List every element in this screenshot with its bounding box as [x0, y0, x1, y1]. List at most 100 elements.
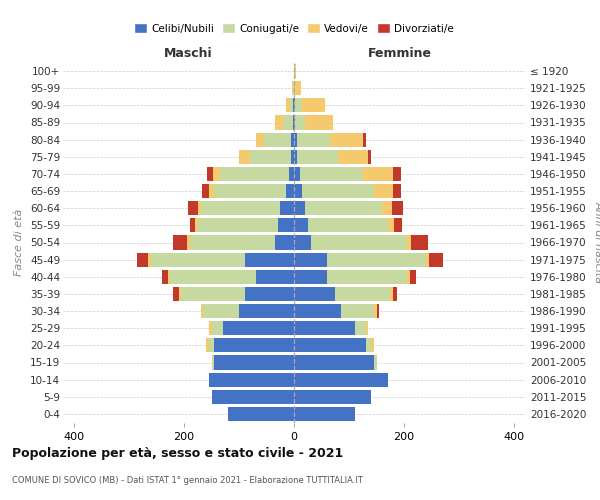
Bar — [293, 98, 294, 112]
Bar — [202, 184, 209, 198]
Bar — [206, 338, 209, 352]
Bar — [286, 184, 294, 198]
Bar — [294, 98, 295, 112]
Bar — [294, 252, 327, 266]
Bar — [291, 150, 294, 164]
Text: COMUNE DI SOVICO (MB) - Dati ISTAT 1° gennaio 2021 - Elaborazione TUTTITALIA.IT: COMUNE DI SOVICO (MB) - Dati ISTAT 1° ge… — [12, 476, 363, 485]
Bar — [341, 304, 374, 318]
Bar — [394, 218, 403, 232]
Bar — [286, 98, 290, 112]
Bar — [137, 252, 148, 266]
Text: Popolazione per età, sesso e stato civile - 2021: Popolazione per età, sesso e stato civil… — [12, 448, 343, 460]
Bar — [377, 304, 379, 318]
Bar — [382, 201, 392, 215]
Bar — [213, 167, 220, 181]
Bar — [239, 150, 250, 164]
Bar — [374, 304, 377, 318]
Bar — [293, 81, 294, 95]
Bar — [167, 270, 170, 284]
Bar — [294, 184, 302, 198]
Bar — [245, 252, 294, 266]
Bar — [228, 407, 294, 421]
Bar — [355, 321, 365, 335]
Bar — [294, 201, 305, 215]
Bar — [195, 218, 198, 232]
Bar — [390, 287, 393, 301]
Bar — [277, 218, 294, 232]
Bar — [294, 287, 335, 301]
Bar — [290, 98, 293, 112]
Bar — [209, 338, 214, 352]
Bar — [393, 287, 397, 301]
Bar — [338, 150, 368, 164]
Bar — [294, 218, 308, 232]
Bar — [308, 218, 388, 232]
Bar — [203, 304, 239, 318]
Bar — [294, 150, 297, 164]
Bar — [200, 304, 203, 318]
Bar — [214, 338, 294, 352]
Bar — [220, 167, 289, 181]
Bar — [162, 270, 167, 284]
Bar — [302, 184, 374, 198]
Bar — [294, 407, 355, 421]
Bar — [294, 270, 327, 284]
Bar — [209, 184, 214, 198]
Bar — [327, 252, 426, 266]
Bar — [294, 390, 371, 404]
Bar — [294, 116, 295, 130]
Bar — [294, 321, 355, 335]
Bar — [179, 287, 181, 301]
Bar — [311, 236, 407, 250]
Bar — [335, 287, 390, 301]
Bar — [294, 372, 388, 386]
Bar — [245, 287, 294, 301]
Bar — [256, 132, 264, 146]
Bar — [297, 132, 330, 146]
Bar — [283, 116, 293, 130]
Text: Femmine: Femmine — [368, 47, 432, 60]
Bar — [388, 218, 394, 232]
Bar — [239, 304, 294, 318]
Bar — [295, 116, 305, 130]
Y-axis label: Fasce di età: Fasce di età — [14, 209, 25, 276]
Bar — [293, 116, 294, 130]
Bar — [214, 356, 294, 370]
Bar — [209, 321, 212, 335]
Bar — [302, 98, 325, 112]
Bar — [392, 201, 403, 215]
Bar — [212, 321, 223, 335]
Bar — [173, 287, 179, 301]
Bar — [198, 218, 277, 232]
Bar — [188, 201, 198, 215]
Bar — [294, 236, 311, 250]
Bar — [148, 252, 151, 266]
Bar — [170, 270, 256, 284]
Bar — [363, 132, 365, 146]
Bar — [365, 338, 371, 352]
Bar — [426, 252, 429, 266]
Bar — [292, 81, 293, 95]
Bar — [411, 236, 428, 250]
Bar — [212, 356, 214, 370]
Bar — [264, 132, 291, 146]
Bar — [214, 184, 286, 198]
Bar — [289, 167, 294, 181]
Bar — [206, 167, 213, 181]
Bar — [429, 252, 443, 266]
Bar — [365, 321, 368, 335]
Bar — [305, 201, 382, 215]
Bar — [190, 218, 195, 232]
Bar — [190, 236, 275, 250]
Bar — [295, 81, 301, 95]
Bar — [151, 252, 245, 266]
Bar — [212, 390, 294, 404]
Bar — [294, 132, 297, 146]
Bar — [223, 321, 294, 335]
Bar — [181, 287, 245, 301]
Bar — [363, 167, 393, 181]
Y-axis label: Anni di nascita: Anni di nascita — [593, 202, 600, 283]
Bar — [299, 167, 363, 181]
Bar — [250, 150, 291, 164]
Bar — [330, 132, 363, 146]
